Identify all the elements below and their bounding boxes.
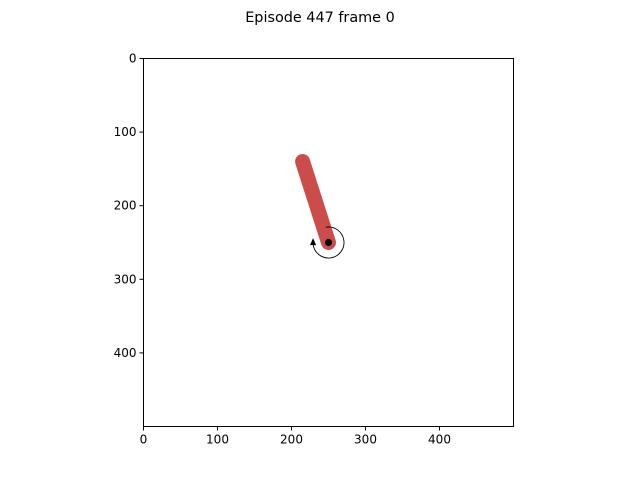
x-tick-label: 400	[428, 433, 451, 447]
y-axis: 0 100 200 300 400	[114, 52, 144, 360]
axes: 0 100 200 300 400 0 100 200 300 400	[114, 52, 514, 447]
torque-arc	[312, 226, 345, 259]
x-tick-label: 200	[280, 433, 303, 447]
y-tick-label: 400	[114, 346, 137, 360]
x-tick-label: 100	[206, 433, 229, 447]
x-tick-label: 0	[140, 433, 148, 447]
scene	[295, 154, 345, 259]
x-axis: 0 100 200 300 400	[140, 426, 451, 447]
x-tick-label: 300	[354, 433, 377, 447]
y-tick-label: 0	[129, 52, 137, 66]
figure-title: Episode 447 frame 0	[245, 10, 395, 26]
y-tick-label: 200	[114, 199, 137, 213]
torque-arrowhead	[310, 238, 317, 246]
counterclockwise-arrow-icon	[310, 226, 345, 259]
pendulum-pole	[295, 154, 336, 250]
axes-frame	[143, 58, 514, 427]
pivot-joint	[324, 238, 333, 247]
y-tick-label: 300	[114, 272, 137, 286]
y-tick-label: 100	[114, 125, 137, 139]
